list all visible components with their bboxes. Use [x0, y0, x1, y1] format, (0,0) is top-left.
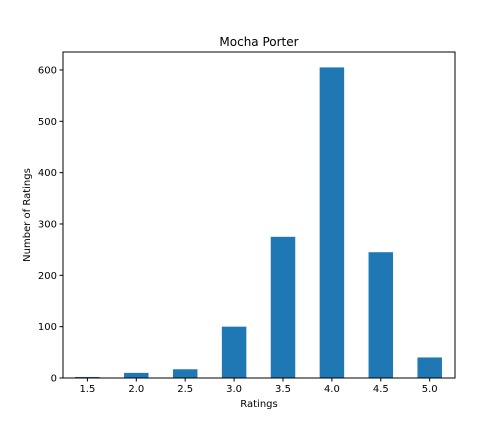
- x-tick-label: 5.0: [422, 384, 438, 395]
- x-tick-label: 3.0: [226, 384, 242, 395]
- chart-title: Mocha Porter: [219, 35, 298, 49]
- bars-group: [75, 67, 442, 379]
- y-tick-label: 0: [51, 374, 57, 385]
- x-tick-label: 2.5: [177, 384, 193, 395]
- bar-2.0: [124, 372, 149, 378]
- bar-1.5: [75, 376, 100, 378]
- y-tick-label: 200: [38, 271, 57, 282]
- x-tick-label: 4.0: [324, 384, 340, 395]
- x-ticks-group: 1.5 2.0 2.5 3.0 3.5 4.0 4.5 5.0: [79, 378, 438, 395]
- bar-3.5: [270, 236, 296, 378]
- y-tick-label: 600: [38, 65, 57, 76]
- bar-2.5: [172, 369, 198, 378]
- y-tick-label: 100: [38, 322, 57, 333]
- y-tick-label: 500: [38, 117, 57, 128]
- y-ticks-group: 0 100 200 300 400 500 600: [38, 65, 63, 385]
- bar-5.0: [417, 357, 442, 378]
- x-tick-label: 3.5: [275, 384, 291, 395]
- y-tick-label: 300: [38, 219, 57, 230]
- x-axis-label: Ratings: [240, 399, 277, 410]
- bar-4.0: [319, 67, 345, 379]
- x-tick-label: 1.5: [79, 384, 95, 395]
- x-tick-label: 2.0: [128, 384, 144, 395]
- plot-frame: [62, 51, 456, 379]
- x-tick-label: 4.5: [373, 384, 389, 395]
- y-tick-label: 400: [38, 168, 57, 179]
- bar-4.5: [368, 252, 394, 378]
- y-axis-label: Number of Ratings: [22, 168, 33, 262]
- bar-3.0: [221, 326, 247, 378]
